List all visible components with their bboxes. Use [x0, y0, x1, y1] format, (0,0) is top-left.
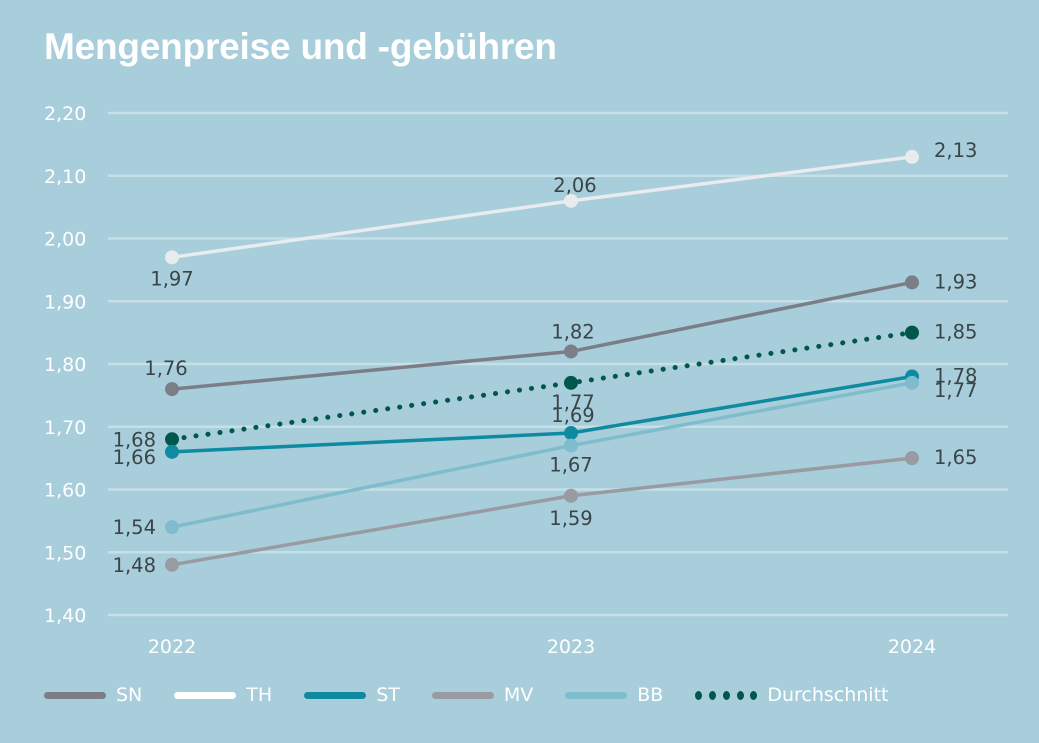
data-label-mv: 1,65: [934, 446, 977, 469]
data-point-durchschnitt: [165, 432, 179, 447]
data-point-st: [564, 426, 578, 441]
series-line-bb: [170, 381, 914, 529]
data-point-mv: [905, 451, 919, 466]
data-point-sn: [165, 382, 179, 397]
data-point-mv: [564, 488, 578, 503]
y-tick-label: 1,50: [44, 542, 86, 564]
legend-swatch: [565, 691, 628, 699]
legend-label: TH: [246, 684, 273, 706]
y-axis: 2,20 2,10 2,00 1,90 1,80 1,70 1,60 1,50 1,40: [44, 103, 86, 627]
legend-item-bb: BB: [565, 684, 663, 706]
legend-swatch: [304, 691, 367, 699]
series-line-mv: [170, 456, 914, 567]
legend-label: SN: [116, 684, 143, 706]
data-label-durchschnitt: 1,77: [551, 391, 594, 414]
legend: SN TH ST MV BB Durchschnitt: [44, 684, 921, 706]
legend-label: MV: [503, 684, 534, 706]
legend-item-th: TH: [174, 684, 272, 706]
y-tick-label: 1,70: [44, 417, 86, 439]
data-label-sn: 1,76: [144, 357, 187, 380]
y-tick-label: 2,00: [44, 229, 86, 251]
data-point-bb: [564, 438, 578, 453]
data-point-th: [905, 149, 919, 164]
data-label-th: 2,13: [934, 139, 977, 162]
legend-swatch: [44, 691, 106, 699]
data-point-bb: [905, 375, 919, 390]
data-label-bb: 1,77: [934, 379, 977, 402]
y-tick-label: 1,40: [44, 605, 86, 627]
data-label-sn: 1,93: [934, 270, 977, 293]
data-point-sn: [564, 344, 578, 359]
series-line-th: [170, 155, 914, 260]
series-line-sn: [170, 280, 914, 391]
data-label-bb: 1,67: [549, 454, 592, 477]
data-point-th: [165, 250, 179, 265]
y-tick-label: 1,60: [44, 480, 86, 502]
y-tick-label: 1,80: [44, 354, 86, 376]
data-labels: 1,97 2,06 2,13 1,76 1,82 1,93 1,68 1,77 1,85 1,66…: [113, 139, 978, 577]
series-lines: [169, 155, 915, 567]
data-label-sn: 1,82: [551, 320, 594, 343]
legend-item-mv: MV: [431, 684, 534, 706]
data-label-durchschnitt: 1,85: [934, 321, 977, 344]
data-point-durchschnitt: [564, 375, 578, 390]
series-line-durchschnitt: [169, 330, 915, 442]
data-point-bb: [165, 520, 179, 535]
legend-label: ST: [376, 684, 400, 706]
legend-swatch: [431, 691, 494, 699]
data-point-sn: [905, 275, 919, 290]
x-tick-label: 2022: [148, 636, 196, 658]
data-point-st: [165, 444, 179, 459]
legend-item-durchschnitt: Durchschnitt: [695, 684, 889, 706]
data-label-th: 2,06: [553, 174, 596, 197]
data-label-th: 1,97: [150, 267, 193, 290]
data-label-st: 1,69: [551, 404, 594, 427]
data-point-th: [564, 193, 578, 208]
data-label-st: 1,78: [934, 365, 977, 388]
series-points: [165, 149, 919, 572]
legend-label: BB: [637, 684, 664, 706]
data-label-durchschnitt: 1,68: [113, 428, 156, 451]
data-label-st: 1,66: [113, 446, 156, 469]
y-tick-label: 2,10: [44, 166, 86, 188]
legend-label: Durchschnitt: [767, 684, 889, 706]
y-tick-label: 2,20: [44, 103, 86, 125]
data-point-durchschnitt: [905, 325, 919, 340]
data-point-mv: [165, 557, 179, 572]
legend-item-st: ST: [304, 684, 400, 706]
x-tick-label: 2024: [888, 636, 936, 658]
x-tick-label: 2023: [547, 636, 595, 658]
chart-title: Mengenpreise und -gebühren: [44, 26, 557, 67]
data-label-mv: 1,48: [113, 554, 156, 577]
data-label-mv: 1,59: [549, 507, 592, 530]
y-tick-label: 1,90: [44, 291, 86, 313]
legend-swatch: [174, 691, 237, 699]
legend-swatch: [695, 690, 758, 700]
legend-item-sn: SN: [44, 684, 142, 706]
data-label-bb: 1,54: [113, 516, 156, 539]
gridlines: [108, 111, 1008, 617]
x-axis: 2022 2023 2024: [148, 636, 936, 658]
